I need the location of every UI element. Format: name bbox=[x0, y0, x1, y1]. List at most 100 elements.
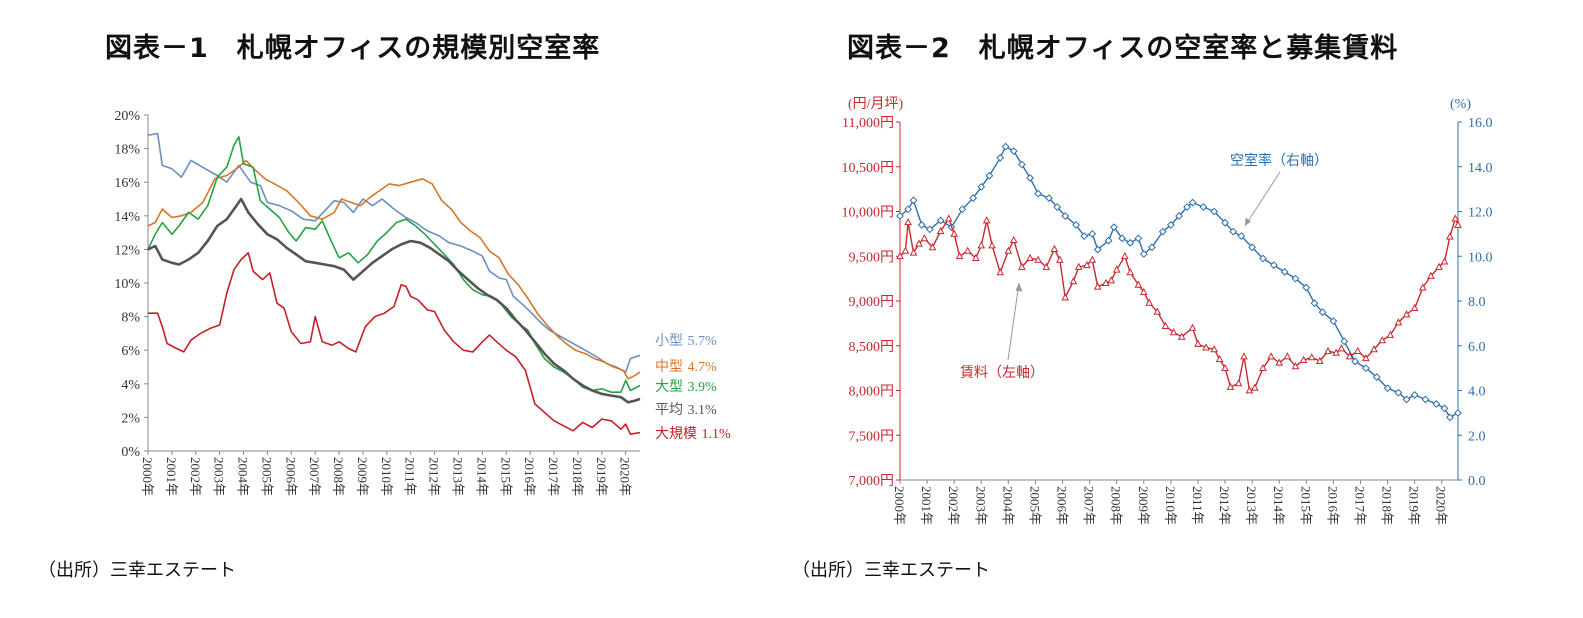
marker bbox=[1188, 323, 1197, 331]
x-tick-label: 2016年 bbox=[522, 457, 537, 496]
x-tick-label: 2015年 bbox=[498, 457, 513, 496]
marker bbox=[925, 225, 934, 234]
marker bbox=[1061, 212, 1070, 220]
marker bbox=[1310, 299, 1319, 308]
x-tick-label: 2003年 bbox=[973, 486, 988, 525]
marker bbox=[1188, 198, 1197, 207]
marker bbox=[1302, 283, 1311, 292]
marker bbox=[1445, 413, 1454, 422]
marker bbox=[1017, 160, 1026, 169]
marker bbox=[996, 153, 1005, 162]
x-tick-label: 2011年 bbox=[1190, 486, 1205, 525]
marker bbox=[1026, 174, 1034, 182]
x-tick-label: 2002年 bbox=[188, 457, 203, 496]
marker bbox=[1139, 287, 1148, 295]
marker bbox=[982, 216, 991, 224]
x-tick-label: 2010年 bbox=[379, 457, 394, 496]
left-tick-label: 7,500円 bbox=[849, 429, 895, 444]
x-tick-label: 2011年 bbox=[403, 457, 418, 496]
marker bbox=[1183, 203, 1192, 211]
marker bbox=[915, 239, 923, 247]
x-tick-label: 2019年 bbox=[1407, 486, 1422, 525]
right-tick-label: 6.0 bbox=[1468, 340, 1486, 355]
marker bbox=[1307, 353, 1316, 361]
right-axis-unit: (%) bbox=[1450, 97, 1471, 112]
x-tick-label: 2020年 bbox=[1434, 486, 1449, 525]
marker bbox=[1221, 218, 1229, 227]
marker bbox=[1329, 317, 1338, 326]
series-markers-空室率（右軸） bbox=[896, 142, 1462, 422]
left-tick-label: 10,000円 bbox=[842, 206, 895, 221]
marker bbox=[972, 253, 980, 261]
marker bbox=[1221, 363, 1229, 372]
marker bbox=[1202, 343, 1210, 351]
marker bbox=[1102, 278, 1110, 286]
x-tick-label: 2020年 bbox=[618, 457, 633, 496]
right-tick-label: 14.0 bbox=[1468, 161, 1493, 176]
marker bbox=[1069, 277, 1078, 285]
marker bbox=[1104, 236, 1113, 245]
series-label: 小型 5.7% bbox=[655, 333, 717, 349]
marker bbox=[958, 205, 967, 214]
x-tick-label: 2006年 bbox=[283, 457, 298, 496]
vacancy-by-size-chart: 0% 2% 4% 6% 8% 10% 12% 14% 16% 18% 20% 2000年 2001年 20… bbox=[114, 109, 731, 496]
series-label: 大型 3.9% bbox=[655, 379, 717, 395]
marker bbox=[1055, 255, 1064, 263]
y-tick-label: 0% bbox=[121, 445, 140, 460]
marker bbox=[1454, 408, 1462, 417]
left-axis-unit: (円/月坪) bbox=[848, 96, 904, 112]
marker bbox=[901, 246, 910, 254]
marker bbox=[1034, 189, 1043, 198]
marker bbox=[1383, 384, 1392, 393]
marker bbox=[896, 251, 904, 260]
marker bbox=[1126, 268, 1135, 276]
left-tick-label: 9,000円 bbox=[849, 295, 895, 310]
x-tick-label: 2001年 bbox=[919, 486, 934, 525]
x-tick-label: 2018年 bbox=[1380, 486, 1395, 525]
marker bbox=[928, 243, 937, 251]
marker bbox=[920, 234, 929, 242]
marker bbox=[1427, 271, 1435, 279]
marker bbox=[1034, 255, 1042, 263]
marker bbox=[1080, 232, 1089, 241]
marker bbox=[1120, 251, 1129, 260]
marker bbox=[985, 171, 994, 180]
marker bbox=[1009, 147, 1018, 155]
marker bbox=[1234, 379, 1243, 387]
right-tick-label: 8.0 bbox=[1468, 295, 1486, 310]
x-tick-label: 2009年 bbox=[355, 457, 370, 496]
y-tick-label: 20% bbox=[114, 109, 140, 124]
marker bbox=[1410, 391, 1419, 399]
x-tick-label: 2012年 bbox=[427, 457, 442, 496]
source-note: （出所）三幸エステート bbox=[792, 560, 990, 581]
marker bbox=[996, 268, 1005, 276]
marker bbox=[1118, 234, 1127, 243]
marker bbox=[1251, 383, 1259, 391]
marker bbox=[1107, 276, 1116, 284]
marker bbox=[969, 194, 978, 202]
marker bbox=[1194, 339, 1202, 347]
marker bbox=[1166, 221, 1175, 229]
y-tick-label: 16% bbox=[114, 176, 140, 191]
marker bbox=[1009, 235, 1018, 244]
marker bbox=[1240, 352, 1248, 360]
marker bbox=[1134, 280, 1143, 288]
x-tick-label: 2009年 bbox=[1136, 486, 1151, 525]
x-tick-label: 2007年 bbox=[307, 457, 322, 496]
marker bbox=[1045, 194, 1053, 202]
marker bbox=[1093, 282, 1102, 290]
marker bbox=[1139, 250, 1148, 258]
right-tick-label: 2.0 bbox=[1468, 429, 1486, 444]
marker bbox=[1280, 268, 1289, 276]
marker bbox=[1175, 212, 1183, 220]
marker bbox=[1402, 395, 1411, 404]
marker bbox=[1337, 344, 1346, 352]
marker bbox=[1134, 234, 1143, 243]
series-label: 大規模 1.1% bbox=[655, 426, 731, 442]
marker bbox=[1345, 352, 1354, 360]
marker bbox=[1372, 373, 1381, 381]
x-tick-label: 2014年 bbox=[1271, 486, 1286, 525]
x-tick-label: 2007年 bbox=[1082, 486, 1097, 525]
marker bbox=[1050, 244, 1059, 252]
series-line-中型 bbox=[147, 159, 641, 380]
